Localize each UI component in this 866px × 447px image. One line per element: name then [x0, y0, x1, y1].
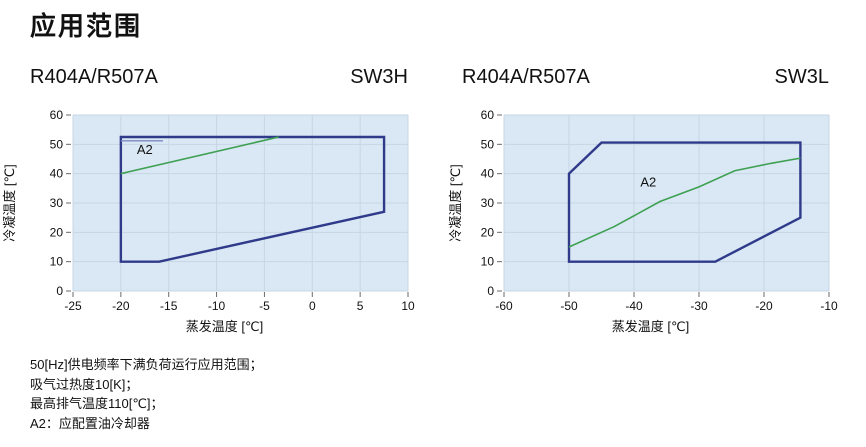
chart-sw3l: R404A/R507A SW3L -60 -50 -40 -30 -20 -10 0 10 20… [433, 62, 866, 355]
x-axis-title: 蒸发温度 [℃] [612, 319, 689, 334]
a2-line [120, 136, 279, 175]
note-line: 吸气过热度10[K]； [30, 376, 139, 392]
a2-label: A2 [640, 174, 656, 189]
note-line: 最高排气温度110[℃]； [30, 396, 164, 411]
refrigerant-label: R404A/R507A [30, 66, 158, 88]
x-tick-label: -30 [690, 299, 708, 313]
a2-line [568, 157, 801, 248]
page-title: 应用范围 [30, 11, 143, 41]
x-tick-label: -40 [625, 299, 643, 313]
y-tick-label: 30 [50, 196, 64, 210]
y-tick-label: 10 [481, 255, 495, 269]
y-tick-label: 60 [481, 108, 495, 122]
x-axis-title: 蒸发温度 [℃] [186, 319, 263, 334]
envelope-outline [567, 141, 802, 263]
x-tick-label: -5 [259, 299, 270, 313]
y-tick-label: 0 [487, 284, 494, 298]
model-label: SW3H [350, 66, 408, 88]
y-tick-label: 20 [50, 225, 64, 239]
envelope-outline [119, 135, 386, 263]
y-tick-label: 40 [50, 167, 64, 181]
chart-sw3l-header: R404A/R507A SW3L [433, 62, 866, 92]
y-axis-title: 冷凝温度 [℃] [2, 164, 17, 241]
x-tick-label: 10 [401, 299, 415, 313]
y-tick-label: 20 [481, 225, 495, 239]
x-tick-label: -20 [112, 299, 130, 313]
note-line: A2：应配置油冷却器 [30, 415, 150, 431]
refrigerant-label: R404A/R507A [462, 66, 590, 88]
chart-sw3h-header: R404A/R507A SW3H [0, 62, 433, 92]
model-label: SW3L [774, 66, 829, 88]
note-line: 50[Hz]供电频率下满负荷运行应用范围； [30, 357, 263, 372]
y-tick-label: 50 [50, 137, 64, 151]
y-tick-label: 40 [481, 167, 495, 181]
x-tick-label: -25 [64, 299, 82, 313]
y-tick-label: 60 [50, 108, 64, 122]
x-tick-label: -20 [755, 299, 773, 313]
y-tick-label: 30 [481, 196, 495, 210]
footnotes: 50[Hz]供电频率下满负荷运行应用范围； 吸气过热度10[K]； 最高排气温度… [30, 355, 263, 433]
y-tick-label: 10 [50, 255, 64, 269]
x-tick-label: 5 [357, 299, 364, 313]
x-tick-label: -10 [208, 299, 226, 313]
y-tick-label: 0 [56, 284, 63, 298]
a2-label: A2 [137, 142, 153, 157]
x-tick-label: 0 [309, 299, 316, 313]
x-tick-label: -60 [495, 299, 513, 313]
x-tick-label: -50 [560, 299, 578, 313]
chart-sw3h-plot: -25 -20 -15 -10 -5 0 5 10 0 10 20 30 40 50 60 A2 蒸发温度 [℃… [2, 108, 415, 334]
x-tick-label: -15 [160, 299, 178, 313]
y-axis-title: 冷凝温度 [℃] [448, 164, 463, 241]
y-tick-label: 50 [481, 137, 495, 151]
chart-sw3l-plot: -60 -50 -40 -30 -20 -10 0 10 20 30 40 50 60 A2 蒸发温度 [℃… [448, 108, 838, 334]
chart-sw3h: R404A/R507A SW3H -25 -20 -15 -10 -5 0 5 10 0 10 20… [0, 62, 433, 355]
x-tick-label: -10 [820, 299, 838, 313]
